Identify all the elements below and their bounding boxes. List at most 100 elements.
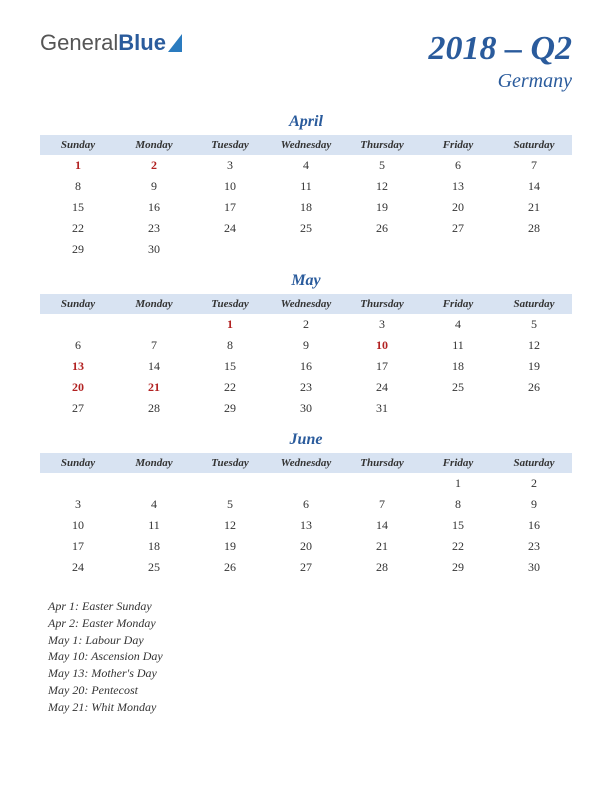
weekday-header: Monday bbox=[116, 294, 192, 314]
calendar-day-cell: 3 bbox=[192, 155, 268, 176]
calendar-day-cell: 2 bbox=[116, 155, 192, 176]
calendar-day-cell: 9 bbox=[496, 494, 572, 515]
calendar-week-row: 15161718192021 bbox=[40, 197, 572, 218]
country-title: Germany bbox=[428, 70, 572, 93]
calendar-day-cell: 15 bbox=[40, 197, 116, 218]
calendar-day-cell: 7 bbox=[496, 155, 572, 176]
calendar-day-cell: 5 bbox=[344, 155, 420, 176]
calendar-day-cell: 9 bbox=[116, 176, 192, 197]
calendar-week-row: 17181920212223 bbox=[40, 536, 572, 557]
holidays-list: Apr 1: Easter SundayApr 2: Easter Monday… bbox=[40, 598, 572, 716]
calendar-day-cell: 5 bbox=[192, 494, 268, 515]
calendar-day-cell: 11 bbox=[116, 515, 192, 536]
calendar-day-cell: 3 bbox=[40, 494, 116, 515]
calendar-day-cell: 20 bbox=[420, 197, 496, 218]
title-block: 2018 – Q2 Germany bbox=[428, 30, 572, 93]
calendar-day-cell: 8 bbox=[420, 494, 496, 515]
weekday-header: Wednesday bbox=[268, 135, 344, 155]
calendar-day-cell: 26 bbox=[192, 557, 268, 578]
weekday-header: Saturday bbox=[496, 453, 572, 473]
calendar-day-cell bbox=[268, 473, 344, 494]
weekday-header: Sunday bbox=[40, 135, 116, 155]
weekday-header: Friday bbox=[420, 294, 496, 314]
calendar-day-cell: 22 bbox=[192, 377, 268, 398]
calendar-day-cell: 12 bbox=[344, 176, 420, 197]
calendar-day-cell: 25 bbox=[420, 377, 496, 398]
calendar-day-cell bbox=[116, 473, 192, 494]
weekday-header: Saturday bbox=[496, 294, 572, 314]
calendar-day-cell: 14 bbox=[344, 515, 420, 536]
calendar-day-cell: 28 bbox=[496, 218, 572, 239]
calendar-day-cell bbox=[192, 239, 268, 260]
calendar-day-cell: 3 bbox=[344, 314, 420, 335]
calendar-day-cell: 14 bbox=[116, 356, 192, 377]
calendar-day-cell: 15 bbox=[192, 356, 268, 377]
calendar-day-cell: 28 bbox=[344, 557, 420, 578]
month-name: April bbox=[40, 113, 572, 131]
calendar-week-row: 22232425262728 bbox=[40, 218, 572, 239]
weekday-header: Monday bbox=[116, 453, 192, 473]
calendar-day-cell: 10 bbox=[192, 176, 268, 197]
calendar-day-cell: 24 bbox=[344, 377, 420, 398]
weekday-header: Saturday bbox=[496, 135, 572, 155]
calendar-day-cell: 27 bbox=[268, 557, 344, 578]
weekday-header: Tuesday bbox=[192, 453, 268, 473]
calendar-day-cell: 7 bbox=[116, 335, 192, 356]
calendar-day-cell: 23 bbox=[268, 377, 344, 398]
month-block: JuneSundayMondayTuesdayWednesdayThursday… bbox=[40, 431, 572, 578]
calendar-day-cell: 17 bbox=[40, 536, 116, 557]
calendar-table: SundayMondayTuesdayWednesdayThursdayFrid… bbox=[40, 453, 572, 578]
calendar-day-cell: 5 bbox=[496, 314, 572, 335]
calendar-day-cell: 1 bbox=[40, 155, 116, 176]
calendar-week-row: 20212223242526 bbox=[40, 377, 572, 398]
weekday-header: Tuesday bbox=[192, 294, 268, 314]
calendar-day-cell: 18 bbox=[268, 197, 344, 218]
calendar-day-cell: 11 bbox=[420, 335, 496, 356]
calendar-day-cell: 4 bbox=[116, 494, 192, 515]
header: GeneralBlue 2018 – Q2 Germany bbox=[40, 30, 572, 93]
calendar-day-cell: 2 bbox=[268, 314, 344, 335]
calendar-day-cell: 29 bbox=[192, 398, 268, 419]
logo-text-blue: Blue bbox=[118, 30, 166, 56]
calendar-day-cell: 22 bbox=[40, 218, 116, 239]
logo-text-general: General bbox=[40, 30, 118, 56]
weekday-header: Thursday bbox=[344, 294, 420, 314]
calendar-day-cell: 30 bbox=[496, 557, 572, 578]
calendar-day-cell: 21 bbox=[344, 536, 420, 557]
calendar-table: SundayMondayTuesdayWednesdayThursdayFrid… bbox=[40, 294, 572, 419]
calendar-day-cell: 24 bbox=[40, 557, 116, 578]
calendar-day-cell: 21 bbox=[116, 377, 192, 398]
calendar-day-cell: 23 bbox=[116, 218, 192, 239]
calendar-day-cell: 19 bbox=[496, 356, 572, 377]
calendar-day-cell bbox=[344, 239, 420, 260]
calendar-day-cell: 27 bbox=[420, 218, 496, 239]
calendar-day-cell: 24 bbox=[192, 218, 268, 239]
calendar-day-cell: 8 bbox=[192, 335, 268, 356]
weekday-header: Thursday bbox=[344, 453, 420, 473]
calendar-day-cell: 30 bbox=[268, 398, 344, 419]
holiday-entry: May 13: Mother's Day bbox=[48, 665, 572, 682]
calendar-day-cell: 28 bbox=[116, 398, 192, 419]
month-block: April SundayMondayTuesdayWednesdayThursda… bbox=[40, 113, 572, 260]
logo-sail-icon bbox=[168, 34, 182, 52]
calendar-day-cell: 25 bbox=[116, 557, 192, 578]
holiday-entry: Apr 1: Easter Sunday bbox=[48, 598, 572, 615]
weekday-header: Friday bbox=[420, 135, 496, 155]
calendar-day-cell: 17 bbox=[344, 356, 420, 377]
calendar-week-row: 24252627282930 bbox=[40, 557, 572, 578]
calendar-day-cell: 29 bbox=[40, 239, 116, 260]
calendar-day-cell: 14 bbox=[496, 176, 572, 197]
calendar-day-cell bbox=[40, 314, 116, 335]
calendar-day-cell: 2 bbox=[496, 473, 572, 494]
calendar-day-cell bbox=[344, 473, 420, 494]
calendar-day-cell bbox=[116, 314, 192, 335]
calendar-day-cell: 30 bbox=[116, 239, 192, 260]
calendar-week-row: 2930 bbox=[40, 239, 572, 260]
calendar-day-cell: 8 bbox=[40, 176, 116, 197]
holiday-entry: Apr 2: Easter Monday bbox=[48, 615, 572, 632]
calendar-day-cell: 16 bbox=[496, 515, 572, 536]
weekday-header: Sunday bbox=[40, 453, 116, 473]
calendar-day-cell: 29 bbox=[420, 557, 496, 578]
calendar-table: SundayMondayTuesdayWednesdayThursdayFrid… bbox=[40, 135, 572, 260]
calendar-day-cell: 1 bbox=[192, 314, 268, 335]
